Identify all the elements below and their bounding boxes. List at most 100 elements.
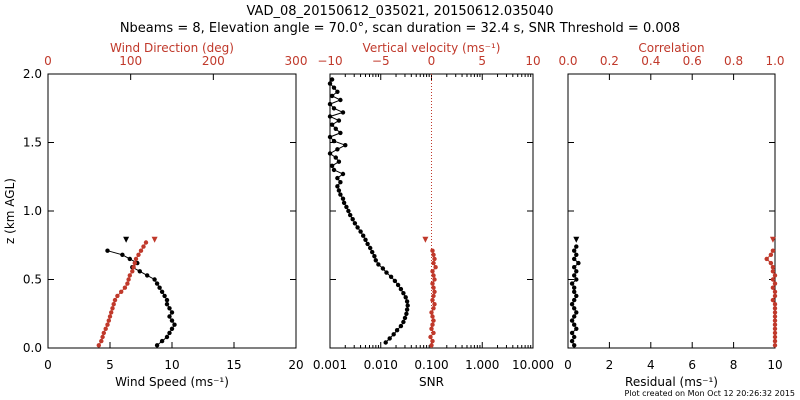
- bottom-tick-label: 0.010: [364, 358, 398, 372]
- figure-subtitle: Nbeams = 8, Elevation angle = 70.0°, sca…: [120, 21, 680, 36]
- data-point: [100, 334, 105, 340]
- data-point: [772, 273, 778, 278]
- data-point: [572, 306, 577, 311]
- data-point: [105, 322, 110, 327]
- data-point: [103, 326, 108, 331]
- data-point: [340, 196, 346, 201]
- top-tick-label: 100: [119, 54, 142, 68]
- data-point: [132, 260, 137, 266]
- data-point: [363, 237, 368, 242]
- data-point: [569, 318, 575, 323]
- data-point: [431, 273, 436, 278]
- data-point: [431, 260, 436, 266]
- data-point: [343, 143, 348, 148]
- data-point: [431, 318, 436, 323]
- data-point: [574, 326, 579, 331]
- data-point: [167, 314, 172, 319]
- bottom-tick-label: 0.100: [414, 358, 448, 372]
- data-point: [341, 200, 347, 205]
- bottom-tick-label: 1.000: [465, 358, 499, 372]
- data-point: [392, 278, 398, 284]
- data-point: [120, 252, 125, 257]
- data-point: [387, 336, 392, 341]
- bottom-tick-label: 4: [647, 358, 655, 372]
- data-point: [169, 326, 175, 331]
- data-point: [338, 97, 343, 103]
- data-point: [336, 118, 342, 123]
- x-axis-title: SNR: [419, 375, 444, 389]
- data-point: [401, 319, 406, 325]
- data-point: [772, 318, 778, 323]
- data-point: [404, 307, 410, 312]
- data-point: [404, 311, 409, 316]
- data-point: [428, 334, 433, 340]
- data-point: [770, 277, 776, 282]
- plot-frame: [47, 73, 297, 349]
- data-point: [110, 306, 115, 311]
- data-point: [152, 277, 157, 282]
- data-point: [327, 101, 333, 107]
- data-point: [405, 303, 410, 308]
- top-tick-label: 0: [428, 54, 436, 68]
- data-point: [772, 310, 778, 315]
- data-point: [430, 269, 435, 274]
- data-point: [772, 322, 778, 327]
- data-point: [348, 212, 353, 218]
- data-point: [768, 252, 774, 257]
- top-tick-label: 5: [478, 54, 486, 68]
- data-point: [159, 338, 165, 344]
- data-point: [430, 314, 435, 319]
- data-point: [99, 338, 104, 344]
- wind-panel: 0 5 10 15 20 Wind Speed (ms⁻¹) 0 100 200 300 Wind …: [3, 41, 307, 389]
- data-point: [372, 254, 377, 259]
- data-point: [333, 126, 338, 131]
- top-tick-label: −5: [372, 54, 390, 68]
- data-point: [331, 167, 337, 173]
- top-tick-label: 0.6: [683, 54, 702, 68]
- bottom-tick-label: 0.001: [313, 358, 347, 372]
- data-point: [574, 277, 579, 282]
- data-point: [131, 265, 136, 270]
- data-point: [352, 221, 358, 226]
- data-point: [429, 326, 434, 331]
- data-point: [329, 93, 335, 99]
- data-point: [772, 334, 778, 340]
- top-tick-label: 200: [202, 54, 225, 68]
- data-point: [770, 269, 776, 274]
- data-point: [770, 248, 776, 253]
- data-point: [430, 248, 435, 253]
- data-point: [569, 330, 575, 336]
- data-point: [143, 240, 149, 245]
- data-point: [327, 134, 333, 140]
- figure-title: VAD_08_20150612_035021, 20150612.035040: [247, 4, 554, 19]
- data-point: [327, 151, 333, 156]
- plot-credit: Plot created on Mon Oct 12 20:26:32 2015: [625, 389, 795, 398]
- data-point: [431, 306, 436, 311]
- data-point: [401, 291, 406, 296]
- data-point: [106, 318, 112, 323]
- data-point: [576, 260, 581, 266]
- data-point: [338, 180, 343, 185]
- data-point: [764, 256, 769, 262]
- data-point: [127, 256, 132, 262]
- plot-frame: [329, 73, 534, 349]
- data-point: [772, 281, 778, 286]
- top-tick-label: 10: [525, 54, 540, 68]
- data-point: [572, 297, 577, 303]
- data-point: [164, 302, 170, 307]
- data-point: [138, 248, 144, 253]
- data-point: [373, 258, 378, 263]
- top-tick-label: 1.0: [765, 54, 784, 68]
- data-point: [569, 338, 575, 344]
- data-point: [336, 159, 342, 164]
- data-point: [574, 244, 579, 249]
- data-point: [430, 338, 435, 344]
- bottom-tick-label: 2: [606, 358, 614, 372]
- x-axis-title: Wind Speed (ms⁻¹): [115, 375, 229, 389]
- data-point: [395, 282, 401, 288]
- data-point: [772, 289, 778, 294]
- data-point: [112, 297, 118, 303]
- data-point: [159, 289, 165, 294]
- data-point: [431, 330, 436, 336]
- data-point: [572, 248, 577, 253]
